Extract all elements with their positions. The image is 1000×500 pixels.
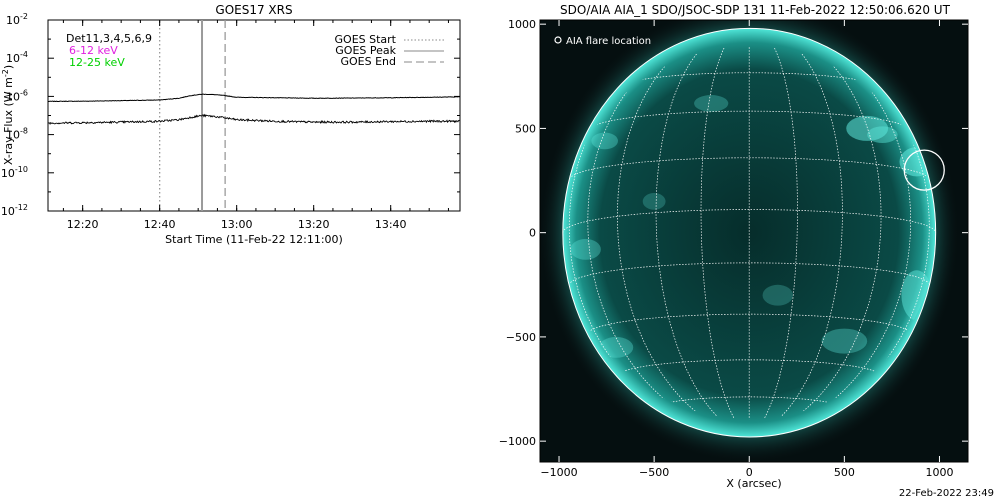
goes-xrs-panel: GOES17 XRS 10-2 10-4 10-6 10-8 10-10 10-12 12… [1,3,461,246]
goes-x-axis-label: Start Time (11-Feb-22 12:11:00) [165,233,343,246]
goes-marker-legend: GOES Start GOES Peak GOES End [335,33,444,68]
goes-y-tick-label: 10-8 [6,127,28,142]
legend-detector-list: Det11,3,4,5,6,9 [66,32,152,45]
aia-sun-image [540,20,958,462]
active-region-patch [762,284,793,306]
aia-x-tick-label: 0 [746,466,753,479]
goes-series-line [48,93,460,103]
active-region-patch [867,126,898,144]
grid-line [749,46,843,420]
legend-goes-start: GOES Start [335,33,397,46]
grid-line [749,46,882,420]
active-region-patch [598,336,634,358]
solar-disk [562,28,936,437]
footer-timestamp: 22-Feb-2022 23:49 [899,488,994,499]
legend-goes-peak: GOES Peak [335,44,396,57]
active-region-patch [846,115,889,141]
aia-y-tick-label: −500 [506,331,536,344]
goes-x-tick-label: 12:40 [144,218,176,231]
goes-detector-legend: Det11,3,4,5,6,9 6-12 keV 12-25 keV [66,32,152,69]
flare-location-marker [903,149,945,191]
grid-line [617,46,750,420]
aia-image-panel: SDO/AIA AIA_1 SDO/JSOC-SDP 131 11-Feb-20… [499,3,969,490]
active-region-patch [591,132,618,150]
aia-x-tick-label: 500 [834,466,855,479]
goes-x-ticks: 12:20 12:40 13:00 13:20 13:40 [62,20,449,231]
aia-y-tick-label: −1000 [499,435,536,448]
aia-chart-title: SDO/AIA AIA_1 SDO/JSOC-SDP 131 11-Feb-20… [560,3,951,17]
grid-line [655,46,750,420]
legend-6-12-kev: 6-12 keV [69,44,118,57]
active-region-patch [570,238,601,260]
aia-plot-frame [539,19,969,463]
grid-line [749,46,912,420]
aia-x-tick-label: 1000 [925,466,953,479]
goes-x-tick-label: 13:00 [221,218,253,231]
aia-x-tick-label: −500 [639,466,669,479]
grid-line [749,46,930,420]
aia-x-axis-label: X (arcsec) [726,477,781,490]
goes-chart-title: GOES17 XRS [215,3,292,17]
aia-x-tick-label: −1000 [540,466,577,479]
active-region-patch [642,193,666,210]
grid-line [749,46,798,420]
legend-12-25-kev: 12-25 keV [69,56,125,69]
goes-plot-frame [47,19,461,212]
goes-x-tick-label: 13:20 [298,218,330,231]
active-region-patch [821,328,868,354]
grid-line [587,313,912,336]
grid-line [569,157,930,180]
grid-line [617,359,882,379]
goes-y-tick-label: 10-2 [6,12,28,27]
grid-line [587,46,750,420]
goes-y-tick-label: 10-4 [6,50,28,65]
legend-goes-end: GOES End [340,55,396,68]
goes-y-tick-label: 10-10 [1,165,28,180]
aia-y-tick-label: 1000 [508,18,536,31]
goes-curves [48,93,460,126]
solar-limb [562,27,937,438]
flare-legend-label: AIA flare location [566,36,651,47]
active-region-patch [694,95,729,112]
goes-y-ticks: 10-2 10-4 10-6 10-8 10-10 10-12 [1,12,460,218]
goes-y-tick-label: 10-12 [1,203,28,218]
goes-series-line [48,113,460,126]
goes-y-axis-label: X-ray Flux (W m-2) [1,65,15,165]
aia-axis-ticks: −1000 −500 0 500 1000 −1000 −500 0 500 1000 [499,18,968,479]
goes-x-tick-label: 13:40 [375,218,407,231]
aia-y-tick-label: 0 [529,227,536,240]
flare-legend-marker [554,36,562,44]
grid-line [700,46,750,420]
aia-y-tick-label: 500 [515,122,536,135]
goes-y-tick-label: 10-6 [6,88,28,103]
aia-legend: AIA flare location [554,36,651,47]
goes-x-tick-label: 12:20 [67,218,99,231]
